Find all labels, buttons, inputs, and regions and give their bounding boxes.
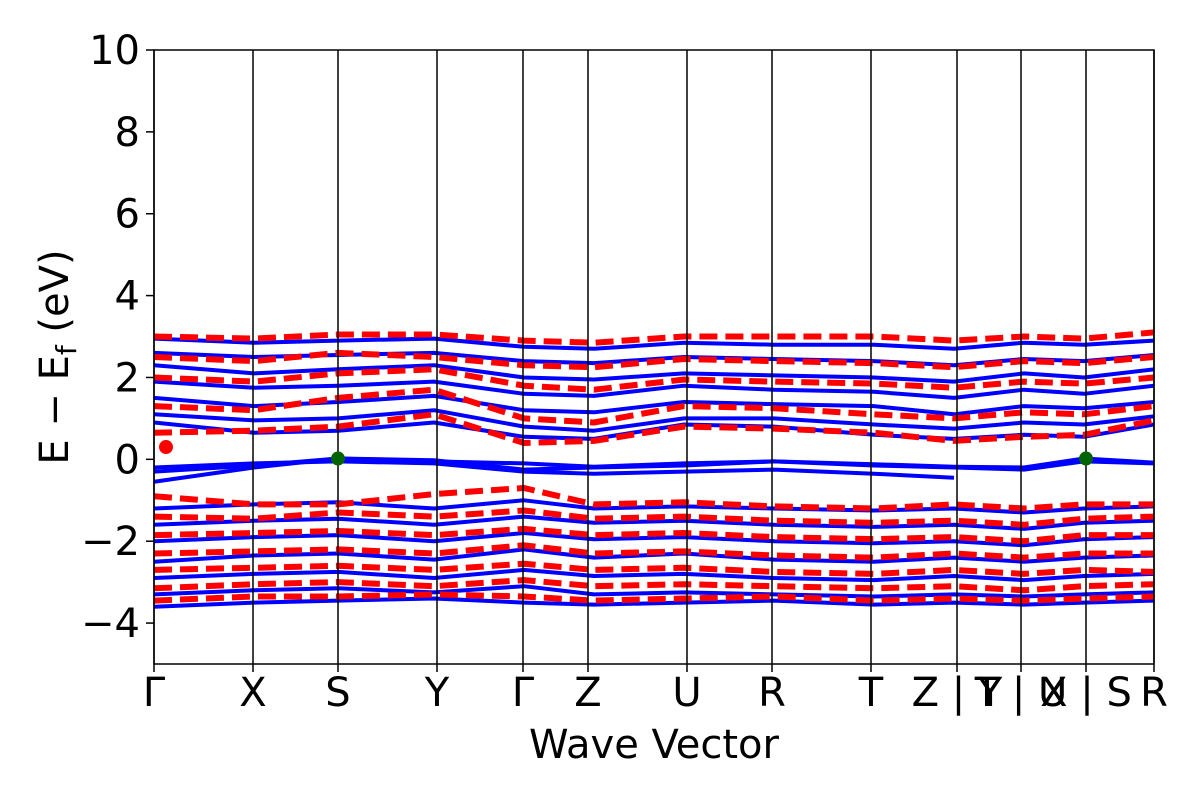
markers-layer	[159, 440, 1093, 466]
x-tick-label: T | U	[974, 670, 1068, 716]
bands-layer	[154, 329, 1154, 609]
x-tick-label: S	[325, 670, 350, 716]
plot-area	[153, 49, 1155, 665]
y-tick-label: 6	[115, 192, 140, 238]
x-tick-label: Γ	[143, 670, 166, 716]
x-tick-label: X | S	[1040, 670, 1132, 716]
y-axis-ticks: −4 −2 0 2 4 6 8 10	[81, 28, 154, 647]
band-edge-marker	[159, 440, 173, 455]
spin-down-band	[154, 485, 1154, 512]
x-tick-label: Z	[574, 670, 601, 716]
x-axis-title: Wave Vector	[529, 722, 780, 768]
x-tick-label: R	[758, 670, 786, 716]
spin-up-band	[154, 459, 955, 480]
x-tick-label: X	[239, 670, 266, 716]
x-tick-label: T	[858, 670, 884, 716]
plot-frame	[153, 49, 1155, 665]
y-tick-label: 4	[115, 274, 140, 320]
x-tick-label: R	[1140, 670, 1168, 716]
spin-up-band	[154, 363, 1154, 384]
y-tick-label: −4	[81, 601, 140, 647]
y-tick-label: 2	[115, 355, 140, 401]
x-tick-label: Z | Y	[912, 670, 1003, 716]
x-tick-label: U	[672, 670, 701, 716]
y-tick-label: 0	[115, 437, 140, 483]
x-tick-label: Γ	[512, 670, 535, 716]
x-tick-label: Y	[424, 670, 450, 716]
y-axis-title-unit: (eV)	[32, 249, 78, 345]
y-axis-title-main: E − E	[32, 355, 78, 465]
band-edge-marker	[331, 451, 345, 466]
y-tick-label: 10	[89, 28, 140, 74]
y-axis-title: E − Ef (eV)	[32, 249, 83, 464]
y-tick-label: 8	[115, 110, 140, 156]
y-tick-label: −2	[81, 519, 140, 565]
band-edge-marker	[1079, 451, 1093, 466]
y-axis-title-subscript: f	[50, 344, 83, 355]
